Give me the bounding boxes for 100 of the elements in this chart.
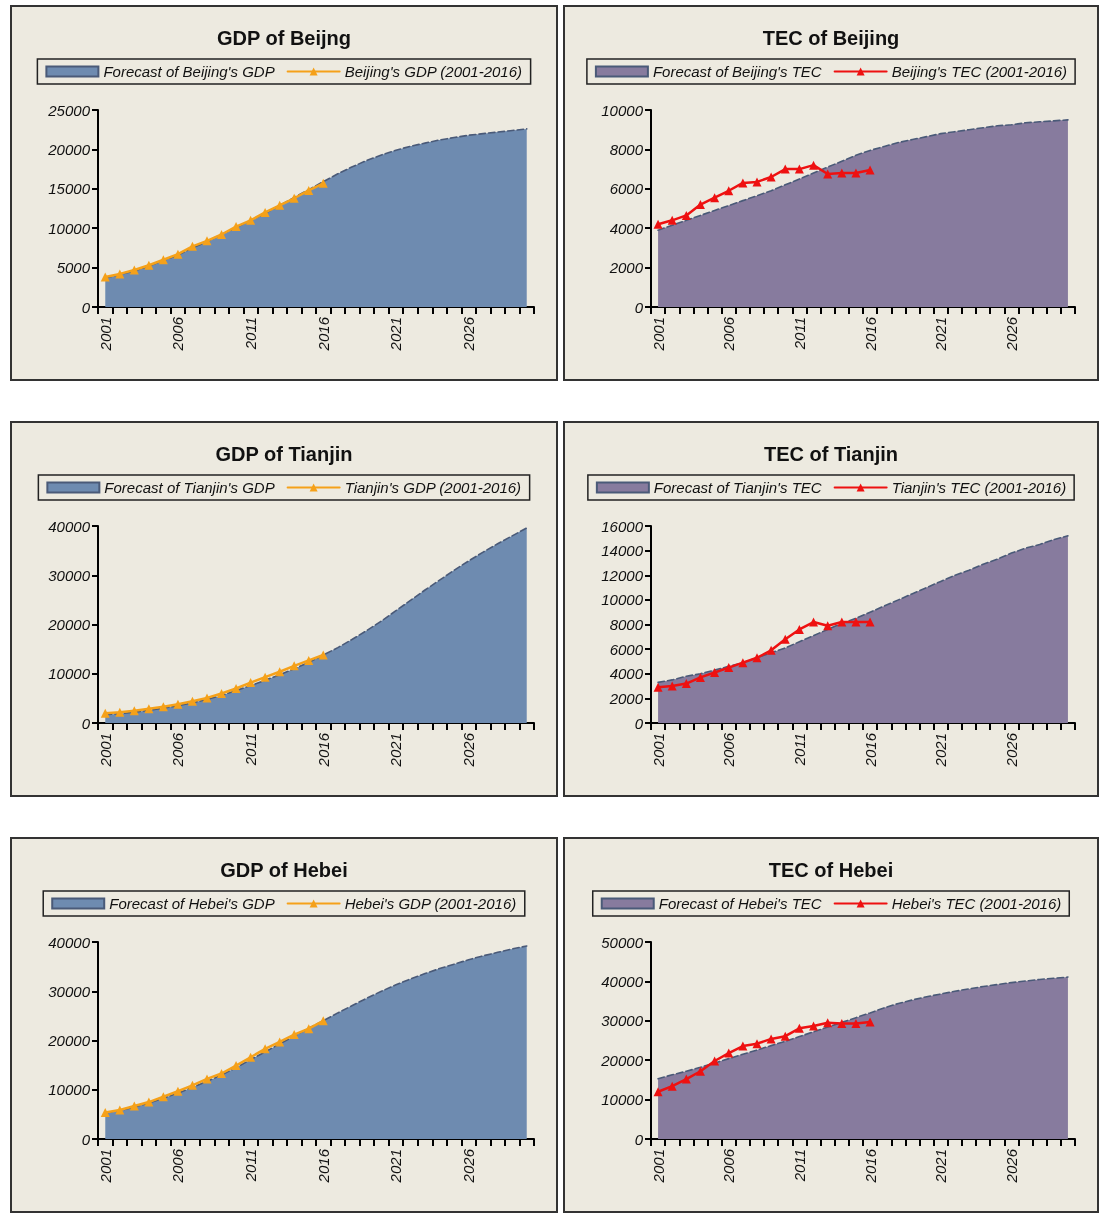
y-tick-label: 2000 xyxy=(608,259,644,277)
y-tick-label: 10000 xyxy=(601,1091,644,1109)
point xyxy=(217,688,227,698)
point xyxy=(260,207,270,217)
point xyxy=(653,1087,663,1097)
x-tick-label: 2006 xyxy=(169,316,187,352)
point xyxy=(809,1021,819,1031)
x-tick-label: 2021 xyxy=(387,317,405,352)
x-tick-label: 2001 xyxy=(96,1149,114,1184)
x-tick-label: 2026 xyxy=(460,316,478,352)
y-tick-label: 4000 xyxy=(609,219,644,237)
chart-title: TEC of Tianjin xyxy=(763,443,899,465)
y-tick-label: 0 xyxy=(634,298,644,316)
point xyxy=(681,679,691,689)
point xyxy=(752,177,762,187)
y-tick-label: 6000 xyxy=(609,180,644,198)
point xyxy=(695,672,705,682)
point xyxy=(780,634,790,644)
point xyxy=(667,1081,677,1091)
y-tick-label: 25000 xyxy=(47,101,91,119)
point xyxy=(202,1074,212,1084)
legend-label: Beijing's GDP (2001-2016) xyxy=(344,63,523,80)
y-tick-label: 12000 xyxy=(601,566,644,584)
chart-title: GDP of Beijng xyxy=(216,27,352,49)
y-tick-label: 4000 xyxy=(609,665,644,683)
x-tick-label: 2016 xyxy=(861,1148,879,1184)
y-tick-label: 6000 xyxy=(609,640,644,658)
point xyxy=(851,617,861,627)
y-tick-label: 10000 xyxy=(48,665,91,683)
x-tick-label: 2026 xyxy=(1002,1148,1020,1184)
point xyxy=(837,1019,847,1029)
point xyxy=(695,1066,705,1076)
y-tick-label: 20000 xyxy=(47,1032,91,1049)
legend-label: Forecast of Tianjin's GDP xyxy=(104,479,275,496)
x-tick-label: 2006 xyxy=(720,316,738,352)
point xyxy=(780,1031,790,1041)
y-tick-label: 40000 xyxy=(48,933,91,951)
point xyxy=(289,193,299,203)
x-tick-label: 2021 xyxy=(932,733,950,768)
x-tick-label: 2001 xyxy=(96,733,114,768)
x-tick-label: 2016 xyxy=(314,732,332,768)
point xyxy=(304,655,314,665)
legend-label: Forecast of Hebei's GDP xyxy=(109,895,275,912)
point xyxy=(681,210,691,220)
point xyxy=(752,1039,762,1049)
point xyxy=(100,1107,110,1117)
point xyxy=(681,1074,691,1084)
point xyxy=(794,1023,804,1033)
chart-title: GDP of Tianjin xyxy=(215,443,353,465)
y-tick-label: 40000 xyxy=(48,517,91,535)
y-tick-label: 0 xyxy=(81,714,91,732)
point xyxy=(173,249,183,259)
point xyxy=(158,1092,168,1102)
x-tick-label: 2006 xyxy=(169,1148,187,1184)
point xyxy=(851,168,861,178)
point xyxy=(738,658,748,668)
point xyxy=(115,707,125,717)
point xyxy=(246,1052,256,1062)
legend-label: Tianjin's TEC (2001-2016) xyxy=(891,479,1067,496)
x-tick-label: 2016 xyxy=(861,316,879,352)
x-tick-label: 2006 xyxy=(720,1148,738,1184)
point xyxy=(100,272,110,282)
x-tick-label: 2021 xyxy=(932,317,950,352)
point xyxy=(724,1048,734,1058)
legend-label: Hebei's GDP (2001-2016) xyxy=(344,895,517,912)
point xyxy=(865,617,875,627)
point xyxy=(851,1019,861,1029)
x-tick-label: 2011 xyxy=(242,733,260,767)
x-tick-label: 2021 xyxy=(387,1149,405,1184)
x-tick-label: 2026 xyxy=(1002,732,1020,768)
point xyxy=(187,1080,197,1090)
legend-label: Forecast of Hebei's TEC xyxy=(658,895,822,912)
x-tick-label: 2016 xyxy=(314,316,332,352)
point xyxy=(217,230,227,239)
point xyxy=(173,1086,183,1096)
y-tick-label: 20000 xyxy=(47,140,91,158)
y-tick-label: 10000 xyxy=(48,219,91,237)
y-tick-label: 5000 xyxy=(56,259,91,277)
point xyxy=(187,241,197,251)
x-tick-label: 2016 xyxy=(314,1148,332,1184)
y-tick-label: 20000 xyxy=(47,616,91,633)
point xyxy=(837,617,847,627)
point xyxy=(202,693,212,703)
point xyxy=(187,696,197,706)
y-tick-label: 14000 xyxy=(601,542,644,560)
point xyxy=(231,1061,241,1071)
point xyxy=(304,185,314,195)
x-tick-label: 2006 xyxy=(169,732,187,768)
y-tick-label: 0 xyxy=(81,1130,91,1148)
chart-title: TEC of Hebei xyxy=(768,859,894,881)
legend-label: Tianjin's GDP (2001-2016) xyxy=(344,479,522,496)
x-tick-label: 2001 xyxy=(649,733,667,768)
point xyxy=(794,624,804,634)
point xyxy=(144,1097,154,1107)
legend-label: Beijing's TEC (2001-2016) xyxy=(891,63,1068,80)
point xyxy=(738,1041,748,1051)
x-tick-label: 2016 xyxy=(861,732,879,768)
point xyxy=(129,1101,139,1111)
point xyxy=(231,222,241,232)
point xyxy=(780,164,790,174)
